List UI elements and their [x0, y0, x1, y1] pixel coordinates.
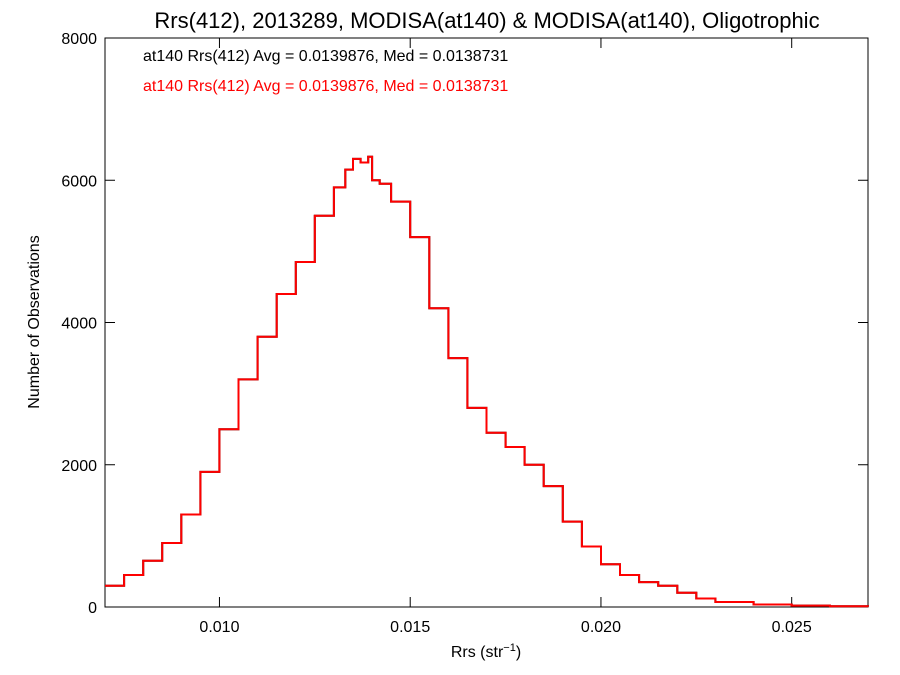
- x-tick-label: 0.010: [199, 619, 239, 636]
- series-red-histogram: [105, 155, 869, 608]
- series-black-histogram: [105, 155, 869, 608]
- y-tick-label: 2000: [61, 458, 97, 475]
- x-axis: 0.010 0.015 0.020 0.025: [199, 38, 812, 636]
- y-axis: 0 2000 4000 6000 8000: [61, 31, 868, 617]
- x-tick-label: 0.015: [390, 619, 430, 636]
- x-axis-label-text: Rrs (str: [451, 644, 504, 661]
- plot-frame: [104, 37, 869, 608]
- chart-title: Rrs(412), 2013289, MODISA(at140) & MODIS…: [154, 8, 819, 33]
- x-tick-label: 0.020: [581, 619, 621, 636]
- x-tick-label: 0.025: [772, 619, 812, 636]
- y-tick-label: 8000: [61, 31, 97, 48]
- y-tick-label: 4000: [61, 316, 97, 333]
- y-tick-label: 0: [88, 600, 97, 617]
- series-layer: [105, 155, 869, 608]
- stats-annotation-black: at140 Rrs(412) Avg = 0.0139876, Med = 0.…: [143, 48, 508, 65]
- x-axis-label: Rrs (str−1): [451, 642, 521, 661]
- y-tick-label: 6000: [61, 173, 97, 190]
- stats-annotation-red: at140 Rrs(412) Avg = 0.0139876, Med = 0.…: [143, 78, 508, 95]
- x-axis-label-close: ): [516, 644, 521, 661]
- y-axis-label: Number of Observations: [26, 235, 43, 408]
- x-axis-label-superscript: −1: [503, 642, 516, 654]
